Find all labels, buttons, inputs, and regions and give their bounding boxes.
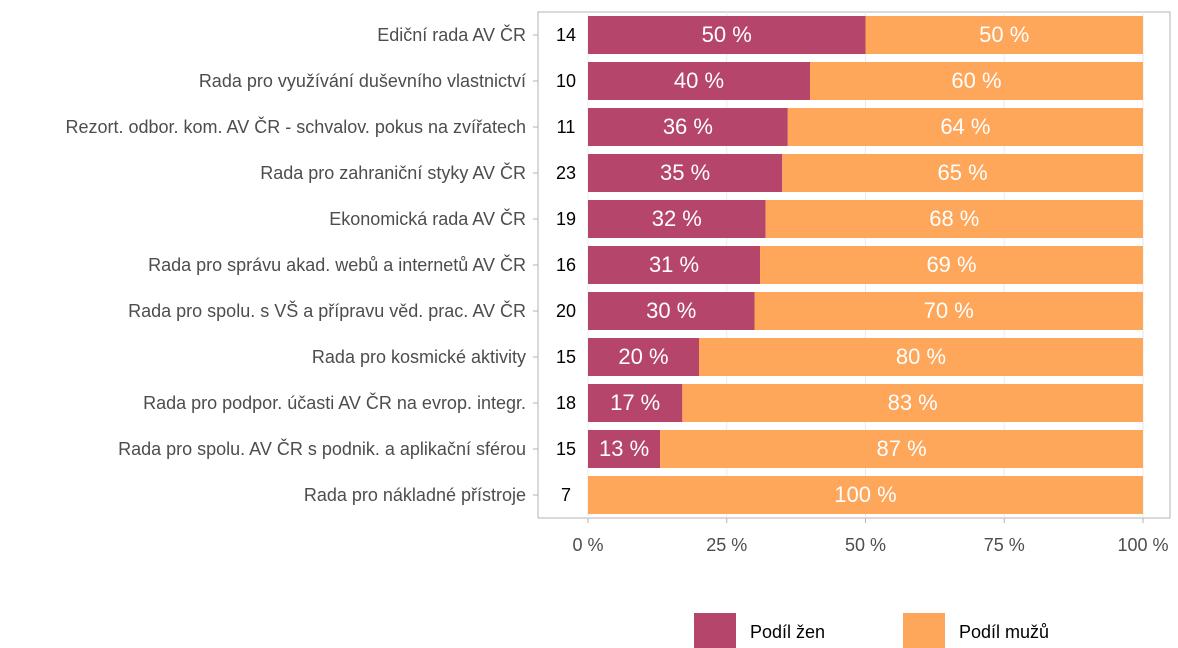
bar-segment [787,108,1143,146]
legend-label: Podíl žen [750,622,825,642]
value-label: 87 % [876,436,926,461]
bar-segment [588,292,755,330]
value-label: 69 % [926,252,976,277]
value-label: 50 % [979,22,1029,47]
x-tick-label: 100 % [1117,535,1168,555]
x-tick-label: 75 % [984,535,1025,555]
count-label: 20 [556,301,576,321]
count-label: 10 [556,71,576,91]
y-tick-label: Rada pro spolu. s VŠ a přípravu věd. pra… [128,301,526,321]
value-label: 32 % [652,206,702,231]
bar-segment [699,338,1143,376]
bar-segment [760,246,1143,284]
legend-swatch [903,613,945,648]
bar-segment [588,200,766,238]
y-tick-label: Ediční rada AV ČR [377,25,526,45]
y-tick-label: Rada pro nákladné přístroje [303,485,526,505]
bar-segment [588,384,683,422]
bar-segment [810,62,1143,100]
bar-segment [588,62,810,100]
value-label: 68 % [929,206,979,231]
value-label: 13 % [599,436,649,461]
bar-segment [865,16,1143,54]
bar-segment [588,476,1143,514]
value-label: 65 % [938,160,988,185]
value-label: 30 % [646,298,696,323]
y-tick-label: Rada pro využívání duševního vlastnictví [198,71,526,91]
legend-label: Podíl mužů [959,622,1049,642]
bar-segment [588,338,699,376]
x-tick-label: 25 % [706,535,747,555]
y-tick-label: Rada pro správu akad. webů a internetů A… [148,255,526,275]
bar-segment [588,154,783,192]
value-label: 17 % [610,390,660,415]
y-tick-label: Rezort. odbor. kom. AV ČR - schvalov. po… [65,117,526,137]
y-tick-label: Rada pro spolu. AV ČR s podnik. a aplika… [118,439,526,459]
value-label: 70 % [924,298,974,323]
value-label: 40 % [674,68,724,93]
y-tick-label: Rada pro zahraniční styky AV ČR [260,163,526,183]
bar-segment [588,246,761,284]
x-tick-label: 0 % [572,535,603,555]
x-tick-label: 50 % [845,535,886,555]
count-label: 15 [556,347,576,367]
value-label: 64 % [940,114,990,139]
count-label: 18 [556,393,576,413]
count-label: 7 [561,485,571,505]
value-label: 60 % [951,68,1001,93]
value-label: 20 % [618,344,668,369]
bar-segment [588,430,661,468]
bar-segment [588,108,788,146]
value-label: 35 % [660,160,710,185]
count-label: 19 [556,209,576,229]
y-tick-label: Rada pro podpor. účasti AV ČR na evrop. … [143,393,526,413]
legend-swatch [694,613,736,648]
count-label: 23 [556,163,576,183]
y-tick-label: Ekonomická rada AV ČR [329,209,526,229]
bar-segment [782,154,1143,192]
value-label: 83 % [888,390,938,415]
bar-segment [765,200,1143,238]
bar-segment [754,292,1143,330]
bar-segment [682,384,1143,422]
count-label: 14 [556,25,576,45]
count-label: 15 [556,439,576,459]
value-label: 36 % [663,114,713,139]
y-tick-label: Rada pro kosmické aktivity [311,347,526,367]
value-label: 100 % [834,482,896,507]
count-label: 16 [556,255,576,275]
value-label: 80 % [896,344,946,369]
value-label: 31 % [649,252,699,277]
value-label: 50 % [702,22,752,47]
count-label: 11 [557,117,576,137]
bar-segment [588,16,866,54]
bar-segment [660,430,1143,468]
